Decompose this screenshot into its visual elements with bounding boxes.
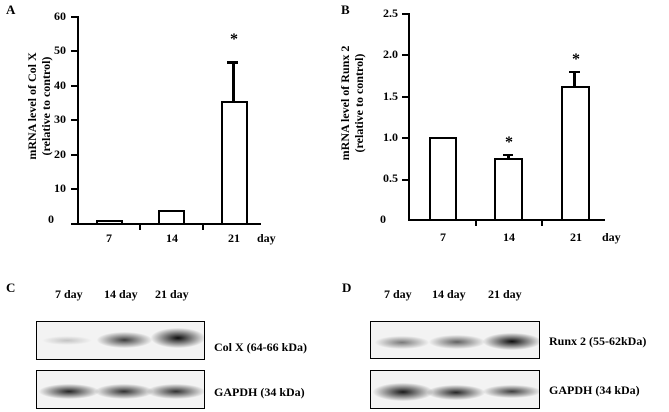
band-colx-21 [151,328,204,348]
lane-label-7day: 7 day [384,287,412,301]
x-tickmark [541,219,543,226]
band-colx-7 [42,336,92,345]
y-tick-2.0: 2.0 [383,47,398,61]
y-tickmark [71,188,78,190]
band-gapdh-7 [373,383,433,401]
lane-label-21day: 21 day [488,287,522,301]
error-bar-a-21 [232,61,235,102]
y-axis-a [77,16,79,224]
x-axis-label-b: day [602,230,621,244]
panel-label-b: B [341,2,350,17]
y-tick-50: 50 [54,43,66,57]
band-gapdh-14 [427,385,485,400]
x-tick-7: 7 [106,231,112,245]
error-bar-b-21 [573,71,576,87]
band-runx2-7 [375,336,429,349]
bar-b-14 [494,158,523,221]
x-tickmark [202,223,204,230]
panel-label-a: A [6,2,16,17]
band-colx-14 [97,332,152,348]
y-axis-label-line1: mRNA level of Runx 2 [338,45,352,161]
blot-colx [36,321,205,360]
x-axis-label-a: day [257,231,276,245]
y-tickmark [71,85,78,87]
bar-a-7 [96,220,123,225]
y-tick-2.5: 2.5 [383,6,398,20]
blot-label-gapdh-c: GAPDH (34 kDa) [214,385,305,399]
blot-label-gapdh-d: GAPDH (34 kDa) [549,383,640,397]
y-axis-label-b: mRNA level of Runx 2 (relative to contro… [338,8,366,198]
x-tick-21: 21 [570,230,582,244]
band-gapdh-21 [483,385,539,398]
blot-label-colx: Col X (64-66 kDa) [214,340,307,354]
lane-label-14day: 14 day [432,287,466,301]
error-cap-b-14 [503,154,513,156]
bar-b-21 [561,86,590,221]
y-tick-0: 0 [380,212,386,226]
bar-b-7 [429,137,457,221]
x-tick-14: 14 [166,231,178,245]
y-tickmark [402,96,409,98]
x-tick-21: 21 [228,231,240,245]
y-tickmark [71,119,78,121]
x-tickmark [475,219,477,226]
y-axis-b [408,13,410,221]
y-tickmark [402,137,409,139]
y-tickmark [71,50,78,52]
band-runx2-21 [483,333,539,350]
band-gapdh-14 [95,384,153,399]
band-gapdh-21 [147,384,204,399]
lane-label-7day: 7 day [55,287,83,301]
significance-b-21: * [572,51,580,68]
y-tickmark [402,54,409,56]
y-tick-30: 30 [54,112,66,126]
lane-label-21day: 21 day [155,287,189,301]
blot-label-runx2: Runx 2 (55-62kDa) [549,334,647,348]
error-bar-b-14 [507,154,510,159]
bar-a-14 [158,210,185,225]
y-tick-0.5: 0.5 [383,171,398,185]
significance-b-14: * [505,134,513,151]
y-tick-10: 10 [54,181,66,195]
panel-label-d: D [342,280,352,295]
lane-label-14day: 14 day [104,287,138,301]
bar-a-21 [221,101,248,225]
x-tick-14: 14 [503,230,515,244]
x-tick-7: 7 [440,230,446,244]
panel-label-c: C [6,280,16,295]
y-tickmark [402,179,409,181]
y-tickmark [402,13,409,15]
band-runx2-14 [429,335,485,349]
blot-gapdh-d [370,370,540,409]
band-gapdh-7 [39,384,99,399]
y-axis-label-line2: (relative to control) [352,53,366,153]
y-tick-40: 40 [54,78,66,92]
x-tickmark [139,223,141,230]
y-tick-60: 60 [54,9,66,23]
y-tickmark [71,16,78,18]
blot-runx2 [370,321,540,359]
error-cap-b-21 [569,71,580,73]
y-tick-0: 0 [48,212,54,226]
error-bar-a-14 [170,210,173,211]
significance-a-21: * [230,31,238,48]
y-tickmark [71,154,78,156]
error-cap-a-21 [227,61,238,64]
y-tick-1.5: 1.5 [383,89,398,103]
y-tick-20: 20 [54,147,66,161]
blot-gapdh-c [36,370,205,409]
y-tick-1.0: 1.0 [383,130,398,144]
